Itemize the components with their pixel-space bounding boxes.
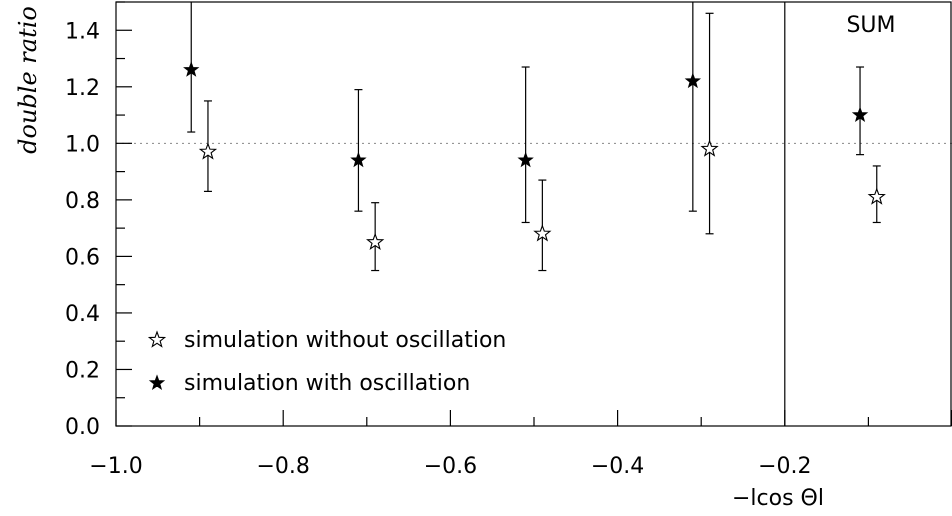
y-tick-label: 0.4 bbox=[65, 302, 100, 327]
legend-marker-open-star bbox=[147, 330, 167, 348]
x-axis-title: −lcos Θl bbox=[732, 486, 824, 511]
data-point-without-oscillation bbox=[366, 232, 385, 251]
y-tick-label: 1.4 bbox=[65, 19, 100, 44]
x-tick-label: −0.6 bbox=[424, 454, 477, 479]
y-tick-label: 0.8 bbox=[65, 189, 100, 214]
data-point-without-oscillation bbox=[700, 139, 719, 157]
y-tick-label: 0.6 bbox=[65, 245, 100, 270]
x-tick-label: −0.8 bbox=[256, 454, 309, 479]
data-point-with-oscillation bbox=[183, 61, 200, 77]
y-tick-label: 0.0 bbox=[65, 415, 100, 440]
data-point-without-oscillation bbox=[533, 224, 552, 242]
legend-marker-filled-star bbox=[148, 374, 166, 390]
legend-label-without-oscillation: simulation without oscillation bbox=[184, 328, 506, 353]
y-tick-label: 1.0 bbox=[65, 132, 100, 157]
x-tick-label: −0.4 bbox=[591, 454, 644, 479]
legend-label-with-oscillation: simulation with oscillation bbox=[184, 371, 470, 396]
data-point-without-oscillation bbox=[198, 142, 218, 160]
data-point-without-oscillation bbox=[867, 187, 886, 205]
x-tick-label: −1.0 bbox=[89, 454, 142, 479]
data-point-with-oscillation bbox=[684, 72, 702, 89]
data-point-with-oscillation bbox=[851, 106, 869, 123]
legend: simulation without oscillation simulatio… bbox=[147, 328, 506, 396]
sum-annotation: SUM bbox=[846, 13, 895, 38]
data-point-with-oscillation bbox=[517, 151, 534, 168]
plot-frame bbox=[115, 1, 952, 427]
y-tick-label: 1.2 bbox=[65, 76, 100, 101]
data-point-with-oscillation bbox=[350, 151, 367, 168]
x-tick-label: −0.2 bbox=[758, 454, 811, 479]
y-axis-title: double ratio bbox=[14, 6, 42, 154]
y-tick-label: 0.2 bbox=[65, 358, 100, 383]
